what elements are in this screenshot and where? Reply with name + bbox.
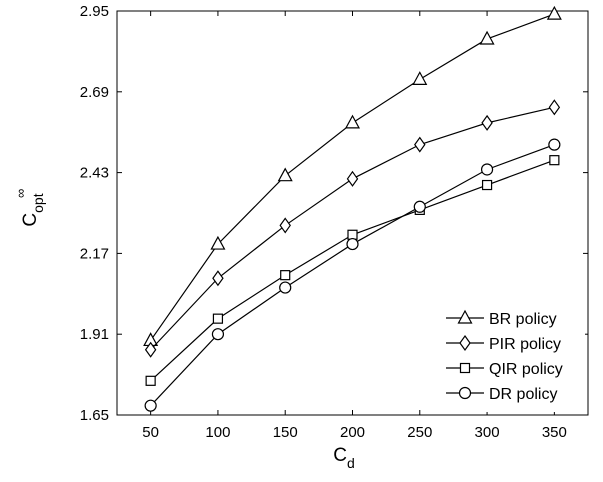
data-point-diamond [144,341,157,358]
x-axis-title-main: C [333,445,347,466]
legend-label: DR policy [489,386,557,403]
legend: BR policy PIR policy QIR policy DR policy [440,301,585,412]
x-axis-title: Cd [333,445,355,471]
data-point-square [212,313,224,324]
data-point-diamond [481,114,493,131]
legend-item: QIR policy [446,361,563,378]
legend-label: BR policy [489,311,557,328]
legend-items: BR policy PIR policy QIR policy DR policy [446,309,563,403]
data-point-circle [144,399,157,412]
y-axis-title-subscript: opt [30,193,46,213]
y-tick-label: 2.43 [80,165,109,182]
y-tick-label: 1.65 [80,407,109,424]
data-point-square [481,179,493,191]
x-tick-label: 50 [142,424,159,441]
data-point-circle [279,281,292,294]
legend-label: PIR policy [489,336,561,353]
x-tick-label: 150 [273,424,298,441]
legend-item: DR policy [446,386,557,403]
x-axis-ticks: 50 100 150 200 250 300 350 [142,11,567,441]
data-point-triangle [412,71,428,85]
data-point-circle [548,138,561,151]
data-point-circle [480,163,494,176]
data-point-circle [413,200,426,213]
legend-marker-circle [458,386,472,400]
data-point-square [280,270,291,281]
data-point-circle [211,328,225,341]
y-tick-label: 2.69 [80,84,109,101]
series-triangle [143,5,562,347]
legend-marker-triangle [457,309,473,324]
data-point-triangle [546,5,562,20]
data-point-square [347,229,358,240]
data-point-square [549,155,560,166]
x-tick-label: 200 [340,424,365,441]
x-tick-label: 100 [205,424,230,441]
x-tick-label: 300 [475,424,500,441]
series-layer [143,5,562,412]
y-tick-label: 2.95 [80,3,109,20]
y-axis-title-main: C [20,213,41,227]
series-diamond [144,99,561,358]
x-tick-label: 350 [542,424,567,441]
x-tick-label: 250 [407,424,432,441]
data-point-diamond [548,99,561,116]
y-tick-label: 2.17 [80,245,109,262]
legend-item: BR policy [446,309,557,328]
data-point-circle [346,237,359,251]
data-point-square [145,375,156,386]
y-tick-label: 1.91 [80,326,109,343]
y-axis-ticks: 1.65 1.91 2.17 2.43 2.69 2.95 [80,3,588,424]
series-circle [144,138,561,412]
data-point-triangle [210,235,226,250]
data-point-triangle [479,30,495,45]
series-square [145,155,560,386]
x-axis-title-subscript: d [347,455,355,471]
legend-marker-square [459,362,471,374]
legend-marker-diamond [459,334,471,352]
y-axis-title-superscript: ∞ [13,189,28,198]
legend-label: QIR policy [489,361,563,378]
y-axis-title: Copt [20,193,46,226]
data-point-diamond [279,217,291,234]
data-point-diamond [212,270,224,287]
data-point-diamond [414,136,426,153]
data-point-triangle [344,114,361,129]
data-point-triangle [277,167,293,182]
data-point-diamond [346,170,359,187]
legend-item: PIR policy [446,334,561,353]
